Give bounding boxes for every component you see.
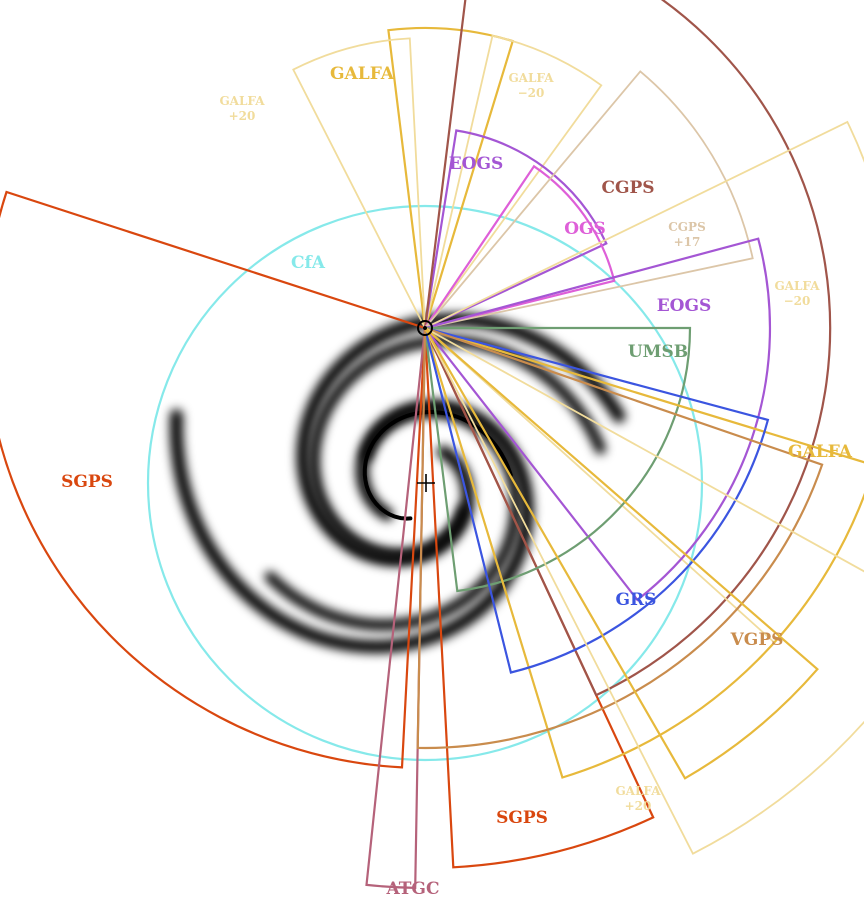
cgps-plus17-wedge [422,70,754,330]
eogs-right-label: EOGS [657,296,712,316]
galfa-plus20-bottom-inner-wedge [424,327,819,780]
vgps-wedge [416,326,824,750]
arm-1 [169,399,534,654]
cgps-plus17-label: CGPS +17 [668,220,706,249]
umsb-label: UMSB [628,342,688,362]
atgc-label: ATGC [386,879,440,899]
cfa-label: CfA [291,253,326,273]
galfa-minus20-right-label: GALFA −20 [774,279,820,308]
sgps-small-wedge [423,327,655,869]
galfa-plus20-bottom-wedge [422,325,864,855]
vgps-label: VGPS [730,630,784,650]
survey-wedges [0,0,864,890]
galfa-plus20-top-label: GALFA +20 [219,94,265,123]
galfa-minus20-top-label: GALFA −20 [508,71,554,100]
eogs-right-wedge [423,237,772,602]
cgps-wedge [423,0,832,697]
eogs-top-wedge [423,129,608,330]
galactic-center-marker [417,474,435,492]
sgps-large-label: SGPS [61,472,113,492]
cgps-label: CGPS [601,178,654,198]
ogs-label: OGS [564,219,606,239]
ogs-wedge [422,164,616,330]
galfa-minus20-right-wedge [423,120,864,644]
galfa-right-wedge [423,326,864,779]
galfa-top-wedge [387,26,515,329]
galfa-top-label: GALFA [330,64,395,84]
galfa-minus20-top-wedge [424,34,603,329]
cfa-survey-circle [146,204,704,762]
atgc-wedge [365,327,427,890]
sgps-small-label: SGPS [496,808,548,828]
galfa-plus20-top-wedge [292,37,426,329]
grs-label: GRS [616,590,657,610]
sun-marker [417,320,433,336]
sgps-large-wedge [0,190,427,769]
grs-wedge [423,326,770,674]
galfa-plus20-bottom-label: GALFA +20 [615,784,661,813]
eogs-top-label: EOGS [449,154,504,174]
galfa-right-label: GALFA [788,442,853,462]
